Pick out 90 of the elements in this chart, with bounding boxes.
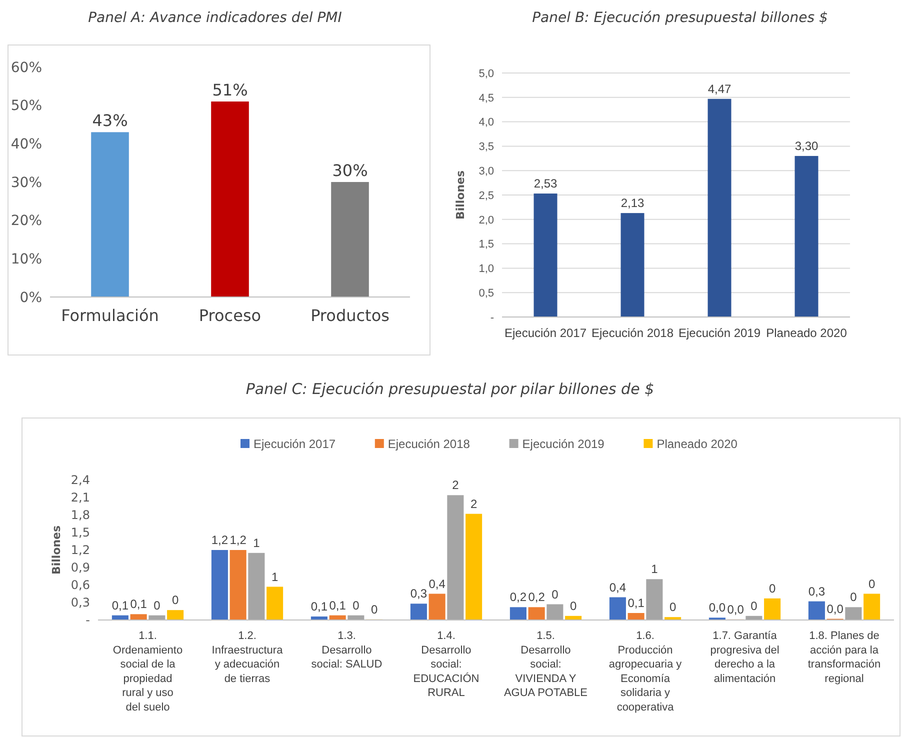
x-tick-label: Formulación xyxy=(61,306,159,325)
chart-title: Panel B: Ejecución presupuestal billones $ xyxy=(532,10,828,26)
y-tick-label: 2,5 xyxy=(478,190,494,202)
y-tick-label: 50% xyxy=(10,98,42,114)
x-tick-label: Ejecución 2018 xyxy=(591,326,674,340)
x-tick-label: 1.4. Desarrollo social: EDUCACIÓN RURAL xyxy=(413,630,480,700)
data-label: 0 xyxy=(172,593,179,608)
data-label: 0 xyxy=(868,576,876,591)
data-label: 0 xyxy=(552,587,559,602)
data-label: 0 xyxy=(570,598,577,613)
data-label: 2 xyxy=(452,478,460,492)
y-tick-label: 1,5 xyxy=(478,238,494,251)
data-label: 0,3 xyxy=(808,584,826,598)
y-tick-label: 1,0 xyxy=(478,263,494,276)
data-label: 0,2 xyxy=(528,590,546,604)
data-label: 0,0 xyxy=(708,600,726,615)
data-label: 0,1 xyxy=(310,600,328,614)
x-tick-label: 1.1. Ordenamiento social de la propiedad rural y uso del suelo xyxy=(112,630,183,714)
y-tick-label: 3,5 xyxy=(478,141,494,154)
x-tick-label: Proceso xyxy=(198,306,262,325)
data-label: 0 xyxy=(768,581,776,596)
y-tick-label: 2,1 xyxy=(70,490,90,505)
data-label: 0,1 xyxy=(112,598,129,612)
data-label: 0,0 xyxy=(727,602,744,616)
data-label: 4,47 xyxy=(708,82,732,96)
data-label: 2,13 xyxy=(620,196,644,210)
y-tick-label: 0,5 xyxy=(478,287,494,300)
data-label: 0,4 xyxy=(609,580,626,594)
y-tick-label: 60% xyxy=(10,60,42,76)
y-tick-label: 1,2 xyxy=(70,543,90,558)
y-tick-label: 2,4 xyxy=(70,473,90,488)
y-tick-label: - xyxy=(490,312,494,324)
legend-label: Planeado 2020 xyxy=(656,437,738,452)
data-label: 0,2 xyxy=(510,590,527,604)
x-tick-label: 1.6. Producción agropecuaria y Economía solidaria y cooperativa xyxy=(608,630,682,714)
y-tick-label: 0,9 xyxy=(70,560,90,575)
data-label: 0 xyxy=(370,602,378,616)
legend-label: Ejecución 2018 xyxy=(388,437,470,452)
y-tick-label: 0% xyxy=(20,290,42,306)
chart-title: Panel C: Ejecución presupuestal por pilar billones de $ xyxy=(246,380,654,398)
data-label: 0 xyxy=(352,598,360,612)
legend-label: Ejecución 2019 xyxy=(522,437,605,452)
data-label: 51% xyxy=(212,80,248,100)
x-tick-label: Productos xyxy=(310,306,390,325)
data-label: 3,30 xyxy=(794,138,818,153)
x-tick-label: 1.3. Desarrollo social: SALUD xyxy=(311,630,382,671)
data-label: 0,4 xyxy=(428,576,446,591)
y-tick-label: 30% xyxy=(10,174,42,191)
x-tick-label: Ejecución 2019 xyxy=(678,326,761,340)
x-tick-label: Planeado 2020 xyxy=(766,326,848,340)
y-tick-label: 0,6 xyxy=(70,578,90,592)
data-label: 1,2 xyxy=(211,533,228,547)
data-label: 0 xyxy=(750,598,758,613)
y-tick-label: 0,3 xyxy=(70,596,90,610)
y-tick-label: 20% xyxy=(10,213,42,230)
y-tick-label: 1,5 xyxy=(70,526,90,540)
x-tick-label: Ejecución 2017 xyxy=(504,326,587,340)
data-label: 0,1 xyxy=(628,596,645,610)
y-axis-title: Billones xyxy=(50,525,63,575)
data-label: 0,0 xyxy=(826,602,844,616)
y-tick-label: 40% xyxy=(10,136,42,153)
data-label: 0 xyxy=(154,598,161,612)
data-label: 2,53 xyxy=(534,176,558,191)
y-tick-label: 5,0 xyxy=(478,68,494,80)
y-tick-label: 10% xyxy=(10,252,42,268)
data-label: 1,2 xyxy=(230,533,247,547)
data-label: 0,1 xyxy=(329,598,346,612)
data-label: 0,1 xyxy=(130,597,148,612)
data-label: 1 xyxy=(651,562,658,576)
data-label: 1 xyxy=(253,536,260,550)
y-tick-label: 1,8 xyxy=(70,508,90,522)
data-label: 0 xyxy=(669,600,676,614)
y-tick-label: 4,5 xyxy=(478,92,494,104)
y-axis-title: Billones xyxy=(454,170,467,220)
data-label: 30% xyxy=(332,161,368,180)
data-label: 43% xyxy=(92,111,128,130)
y-tick-label: 4,0 xyxy=(478,116,494,129)
y-tick-label: - xyxy=(86,613,90,628)
data-label: 0 xyxy=(850,590,858,604)
y-tick-label: 3,0 xyxy=(478,165,494,178)
x-tick-label: 1.8. Planes de acción para la transformación regional xyxy=(808,630,881,685)
y-tick-label: 2,0 xyxy=(478,214,494,226)
x-tick-label: 1.7. Garantía progresiva del derecho a la alimentación xyxy=(710,630,780,685)
legend-label: Ejecución 2017 xyxy=(254,437,336,452)
x-tick-label: 1.2. Infraestructura y adecuación de tierras xyxy=(212,630,284,685)
chart-title: Panel A: Avance indicadores del PMI xyxy=(88,10,342,26)
x-tick-label: 1.5. Desarrollo social: VIVIENDA Y AGUA POTABLE xyxy=(504,630,588,700)
data-label: 0,3 xyxy=(410,586,428,601)
data-label: 2 xyxy=(470,496,478,511)
data-label: 1 xyxy=(271,570,278,584)
